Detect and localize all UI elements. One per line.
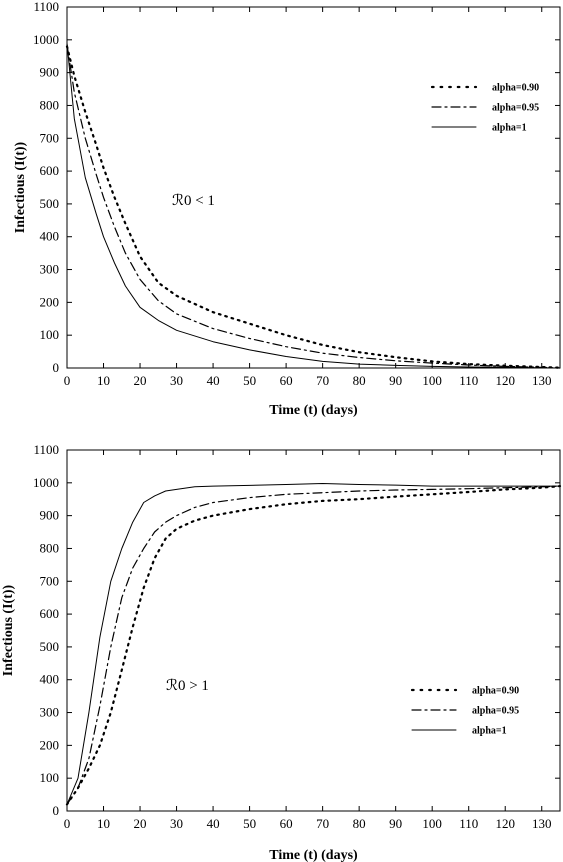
x-tick-label: 90	[389, 373, 402, 388]
plot-frame	[66, 6, 561, 369]
y-tick-label: 1000	[33, 475, 59, 490]
y-tick-label: 500	[40, 639, 60, 654]
plot-frame	[66, 449, 561, 812]
y-tick-label: 300	[40, 705, 60, 720]
legend-label: alpha=1	[492, 123, 527, 134]
y-tick-label: 800	[40, 97, 60, 112]
y-axis-label: Infectious (I(t))	[1, 584, 16, 676]
annotation-label: ℛ0 < 1	[172, 193, 215, 209]
x-tick-label: 0	[64, 373, 71, 388]
y-tick-label: 700	[40, 573, 60, 588]
y-tick-label: 700	[40, 130, 60, 145]
x-axis-label: Time (t) (days)	[269, 848, 358, 862]
x-tick-label: 130	[532, 373, 552, 388]
y-tick-label: 600	[40, 163, 60, 178]
y-tick-label: 100	[40, 327, 60, 342]
y-tick-label: 200	[40, 737, 60, 752]
x-tick-label: 100	[422, 816, 442, 831]
y-tick-label: 100	[40, 770, 60, 785]
x-tick-label: 120	[495, 816, 515, 831]
x-tick-label: 110	[459, 816, 478, 831]
series-line-alpha-1	[66, 42, 561, 369]
x-tick-label: 80	[353, 373, 366, 388]
y-axis-label: Infectious (I(t))	[13, 141, 28, 233]
legend-label: alpha=0.95	[492, 103, 539, 114]
chart-top: 0 10 20 30 40 50 60 70 80 90 100 110 120 130 0 100 200 30…	[13, 0, 562, 418]
x-tick-label: 50	[243, 816, 256, 831]
y-tick-label: 900	[40, 65, 60, 80]
x-axis-label: Time (t) (days)	[269, 403, 358, 418]
y-tick-label: 1100	[33, 442, 59, 457]
x-tick-label: 10	[97, 816, 110, 831]
y-tick-label: 400	[40, 229, 60, 244]
chart-bottom: 0 10 20 30 40 50 60 70 80 90 100 110 120 130 0 100 200 30…	[1, 442, 562, 862]
legend-label: alpha=0.95	[472, 706, 519, 717]
x-tick-label: 50	[243, 373, 256, 388]
series-line-alpha-0-95	[66, 485, 561, 805]
x-tick-label: 40	[207, 816, 220, 831]
y-tick-label: 1000	[33, 32, 59, 47]
legend-label: alpha=1	[472, 726, 507, 737]
y-tick-label: 1100	[33, 0, 59, 14]
y-tick-label: 0	[53, 360, 60, 375]
x-tick-label: 70	[316, 816, 329, 831]
y-tick-label: 800	[40, 540, 60, 555]
x-tick-label: 130	[532, 816, 552, 831]
x-tick-label: 40	[207, 373, 220, 388]
x-tick-label: 90	[389, 816, 402, 831]
x-tick-label: 20	[134, 373, 147, 388]
y-tick-label: 500	[40, 196, 60, 211]
x-tick-label: 120	[495, 373, 515, 388]
y-tick-label: 300	[40, 262, 60, 277]
x-tick-label: 0	[64, 816, 71, 831]
legend-label: alpha=0.90	[492, 83, 539, 94]
x-tick-label: 60	[280, 816, 293, 831]
series-line-alpha-1	[66, 483, 561, 805]
x-tick-label: 70	[316, 373, 329, 388]
y-tick-label: 600	[40, 606, 60, 621]
x-tick-label: 30	[170, 816, 183, 831]
x-tick-label: 20	[134, 816, 147, 831]
y-tick-label: 400	[40, 672, 60, 687]
annotation-label: ℛ0 > 1	[166, 678, 209, 694]
series-line-alpha-0-95	[66, 44, 561, 369]
x-tick-label: 110	[459, 373, 478, 388]
x-tick-label: 100	[422, 373, 442, 388]
series-line-alpha-0-90	[65, 45, 562, 369]
x-tick-label: 80	[353, 816, 366, 831]
y-tick-label: 200	[40, 294, 60, 309]
x-tick-label: 60	[280, 373, 293, 388]
y-tick-label: 900	[40, 508, 60, 523]
series-line-alpha-0-90	[65, 485, 562, 806]
x-tick-label: 10	[97, 373, 110, 388]
legend-label: alpha=0.90	[472, 686, 519, 697]
x-tick-label: 30	[170, 373, 183, 388]
y-tick-label: 0	[53, 803, 60, 818]
